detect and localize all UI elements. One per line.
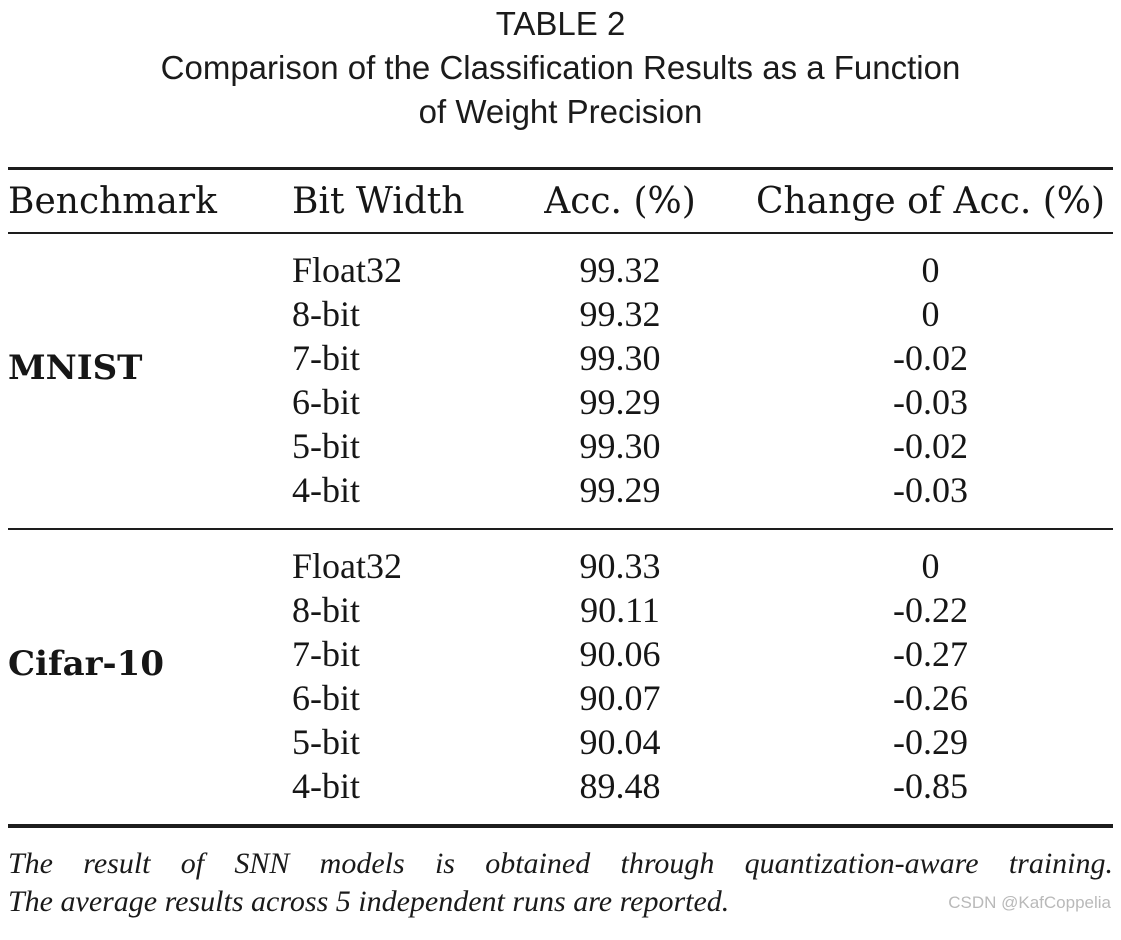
top-rule [8,167,1113,170]
header-rule [8,232,1113,234]
table-caption-line1: Comparison of the Classification Results… [160,49,961,86]
bit-width-cell: 5-bit [292,722,360,762]
acc-cell: 90.33 [579,546,661,586]
table-caption-line2: of Weight Precision [418,93,703,130]
bit-width-cell: 4-bit [292,470,360,510]
change-cell: -0.02 [893,426,968,466]
table-footnote: The result of SNN models is obtained thr… [8,845,1113,921]
column-header-acc: Acc. (%) [544,180,696,222]
acc-cell: 99.29 [579,382,661,422]
bit-width-cell: 8-bit [292,590,360,630]
bit-width-cell: 7-bit [292,634,360,674]
acc-cell: 99.30 [579,426,661,466]
section-divider-rule [8,528,1113,530]
watermark: CSDN @KafCoppelia [948,893,1111,912]
footnote-line2: The average results across 5 independent… [8,885,730,918]
table-header-row: Benchmark Bit Width Acc. (%) Change of A… [8,170,1113,232]
column-header-change-of-acc: Change of Acc. (%) [755,180,1106,222]
change-cell: -0.26 [893,678,968,718]
change-cell: -0.27 [893,634,968,674]
benchmark-label: Cifar-10 [8,644,164,684]
section-rows: Float32 90.33 0 8-bit 90.11 -0.22 7-bit 90.06 -0… [292,544,1111,808]
column-header-bit-width: Bit Width [292,180,465,222]
footnote-line1: The result of SNN models is obtained thr… [8,847,1113,880]
acc-cell: 90.07 [579,678,661,718]
change-cell: -0.02 [893,338,968,378]
table-number: TABLE 2 [495,5,626,42]
change-cell: -0.03 [893,382,968,422]
bit-width-cell: 5-bit [292,426,360,466]
bit-width-cell: Float32 [292,546,403,586]
acc-cell: 89.48 [579,766,661,806]
change-cell: 0 [921,546,940,586]
bit-width-cell: 8-bit [292,294,360,334]
table-caption: TABLE 2 Comparison of the Classification… [8,2,1113,134]
bottom-rule [8,824,1113,828]
change-cell: -0.29 [893,722,968,762]
table-body: MNIST Float32 99.32 0 8-bit 99.32 0 7-bit 99.30… [8,234,1113,824]
acc-cell: 99.30 [579,338,661,378]
acc-cell: 99.29 [579,470,661,510]
column-header-benchmark: Benchmark [8,180,217,222]
change-cell: -0.22 [893,590,968,630]
section-rows: Float32 99.32 0 8-bit 99.32 0 7-bit 99.30 -0.02 6… [292,248,1111,512]
table-section: MNIST Float32 99.32 0 8-bit 99.32 0 7-bit 99.30… [8,234,1113,528]
change-cell: 0 [921,250,940,290]
acc-cell: 99.32 [579,250,661,290]
acc-cell: 90.06 [579,634,661,674]
bit-width-cell: 6-bit [292,382,360,422]
acc-cell: 90.11 [580,590,660,630]
change-cell: -0.85 [893,766,968,806]
change-cell: -0.03 [893,470,968,510]
bit-width-cell: Float32 [292,250,403,290]
bit-width-cell: 4-bit [292,766,360,806]
bit-width-cell: 6-bit [292,678,360,718]
change-cell: 0 [921,294,940,334]
bit-width-cell: 7-bit [292,338,360,378]
acc-cell: 90.04 [579,722,661,762]
table-section: Cifar-10 Float32 90.33 0 8-bit 90.11 -0.22 7-b… [8,530,1113,824]
benchmark-label: MNIST [8,348,143,388]
acc-cell: 99.32 [579,294,661,334]
